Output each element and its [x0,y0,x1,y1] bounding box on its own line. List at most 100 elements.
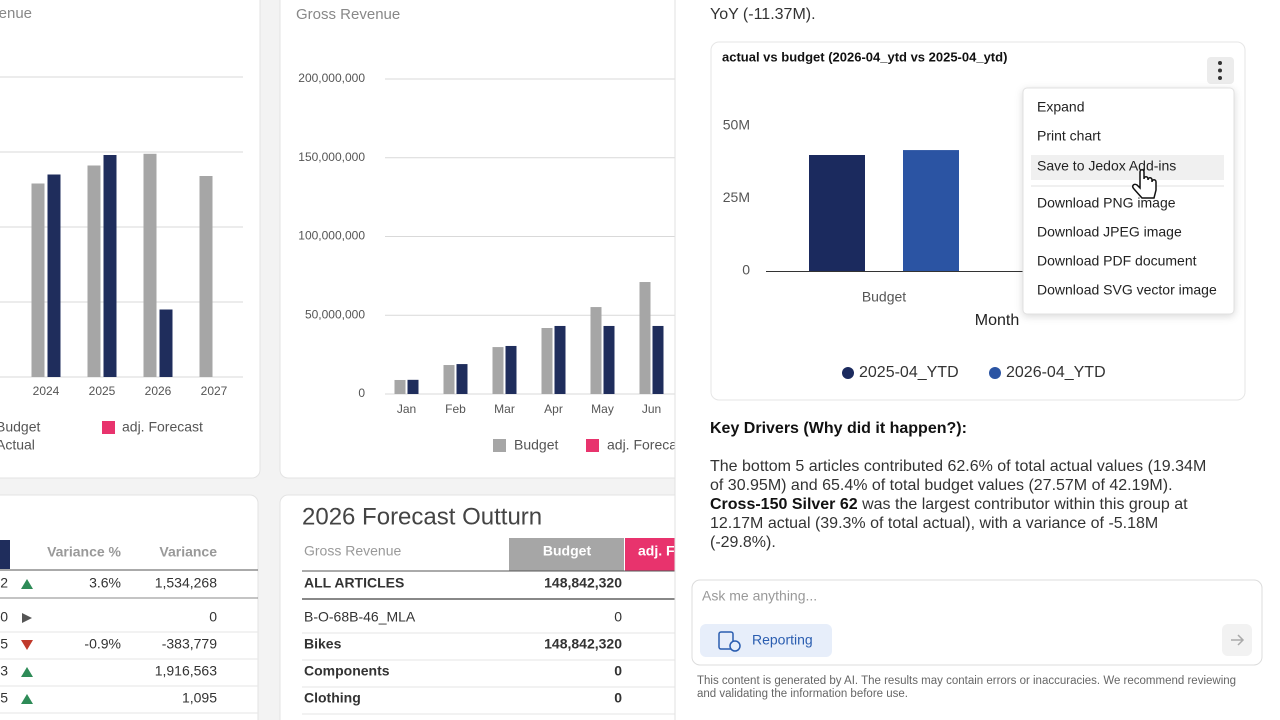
section-heading: Key Drivers (Why did it happen?): [710,420,967,437]
bar [47,174,61,377]
menu-item[interactable]: Download PDF document [1037,253,1197,269]
disclaimer: and validating the information before us… [697,688,908,700]
dot [1218,76,1222,80]
cell: 148,842,320 [544,575,622,591]
column-header: Gross Revenue [304,543,401,559]
y-tick-label: 0 [358,386,365,400]
legend-label: Budget [514,437,558,453]
menu-item[interactable]: Save to Jedox Add-ins [1037,158,1176,174]
year-card [0,0,261,479]
cell-partial: 5 [0,636,8,652]
y-tick-label: 0 [742,262,750,278]
bar [456,364,468,394]
menu-item[interactable]: Download JPEG image [1037,224,1182,240]
menu-item[interactable]: Download SVG vector image [1037,282,1217,298]
dot [1218,61,1222,65]
header-cell [0,540,10,569]
column-header: Variance % [47,544,121,560]
bar [809,155,865,271]
mode-label: Reporting [752,632,813,648]
column-header: Variance [159,544,217,560]
bar [505,345,517,394]
bar [87,165,101,377]
menu-item[interactable]: Expand [1037,99,1084,115]
bar [492,347,504,394]
legend-label: Actual [0,437,35,453]
bar [31,183,45,377]
cell-partial: 3 [0,663,8,679]
legend-swatch [493,439,506,452]
legend-label: adj. Forecast [122,419,203,435]
paragraph-line: 12.17M actual (39.3% of total actual), w… [710,515,1158,532]
cell: 148,842,320 [544,636,622,652]
menu-item[interactable]: Download PNG image [1037,195,1176,211]
input-placeholder: Ask me anything... [702,588,817,604]
x-tick-label: Budget [862,289,906,305]
cell: 0 [614,609,622,625]
legend-label: adj. Forecast [607,437,688,453]
y-tick-label: 25M [723,189,750,205]
x-tick-label: Jun [642,402,661,416]
chart-subtitle: Gross Revenue [296,6,400,23]
mode-icon [718,631,734,650]
bar [554,325,566,394]
send-arrow [1231,634,1245,646]
column-header: Budget [543,543,592,559]
bar [143,153,157,377]
bar [443,365,455,394]
row-label: ALL ARTICLES [304,575,404,591]
bar [903,150,959,271]
dot [1218,68,1222,73]
trend-icon [21,579,33,589]
text-run: of 30.95M) and 65.4% of total budget val… [710,477,1173,494]
legend-label: 2025-04_YTD [859,364,959,381]
x-tick-label: Apr [544,402,563,416]
text-run: 12.17M actual (39.3% of total actual), w… [710,515,1158,532]
y-tick-label: 150,000,000 [298,150,365,164]
text-run: The bottom 5 articles contributed 62.6% … [710,458,1206,475]
x-tick-label: Jan [397,402,416,416]
paragraph-line: of 30.95M) and 65.4% of total budget val… [710,477,1173,494]
cursor [1132,169,1157,199]
trend-icon [21,667,33,677]
x-tick-label: 2025 [89,384,116,398]
y-tick-label: 50M [723,117,750,133]
x-tick-label: 2027 [201,384,228,398]
variance-card [0,494,259,720]
bar [407,379,419,394]
cell: 1,095 [182,690,217,706]
y-tick-label: 50,000,000 [305,307,365,321]
cell: 3.6% [89,575,121,591]
menu-item[interactable]: Print chart [1037,128,1101,144]
row-label: Bikes [304,636,342,652]
x-tick-label: May [591,402,614,416]
cell-partial: 0 [0,609,8,625]
row-label: B-O-68B-46_MLA [304,609,416,625]
row-label: Clothing [304,690,361,706]
x-tick-label: 2026 [145,384,172,398]
bar [603,325,615,394]
bar [394,379,406,394]
bar [103,155,117,377]
chart-title: actual vs budget (2026-04_ytd vs 2025-04… [722,49,1007,64]
cell: 1,534,268 [155,575,217,591]
cell: -383,779 [162,636,217,652]
menu-layer: Expand Print chart Save to Jedox Add-ins Do… [1022,87,1235,315]
chat-input[interactable] [691,579,1263,666]
context-menu [1022,87,1235,315]
legend-label: Budget [0,419,40,435]
trend-icon [21,640,33,650]
text-run: (-29.8%). [710,534,776,551]
cell: 1,916,563 [155,663,217,679]
paragraph-line: Cross-150 Silver 62 was the largest cont… [710,496,1188,513]
cell: 0 [614,690,622,706]
trend-icon [21,694,33,704]
row-label: Components [304,663,390,679]
legend-swatch [989,367,1001,379]
bar [590,307,602,394]
cell-partial: 5 [0,690,8,706]
legend-swatch [842,367,854,379]
cell: 0 [209,609,217,625]
x-tick-label: Feb [445,402,466,416]
bar [652,325,664,394]
